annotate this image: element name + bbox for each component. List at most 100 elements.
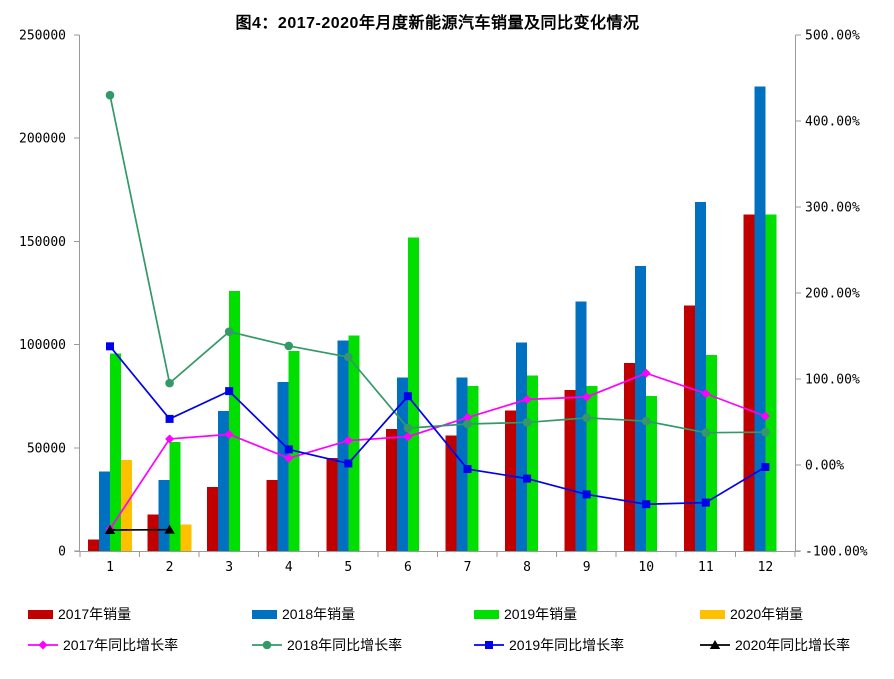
bar-sales-2017-m5 (326, 458, 338, 551)
point-growth-2019-m7 (463, 465, 472, 474)
bar-sales-2017-m12 (743, 214, 755, 551)
point-growth-2020-m1 (104, 525, 116, 535)
line-series-growth-2018 (105, 90, 770, 437)
bar-sales-2019-m11 (705, 354, 717, 551)
bar-sales-2018-m9 (575, 301, 587, 551)
bar-sales-2018-m1 (99, 471, 110, 551)
chart-title: 图4：2017-2020年月度新能源汽车销量及同比变化情况 (235, 15, 640, 32)
left-axis-tick-label: 50000 (27, 441, 66, 456)
bar-sales-2019-m1 (110, 353, 121, 551)
left-axis-tick-label: 100000 (19, 338, 66, 353)
bar-sales-2018-m12 (754, 86, 766, 551)
point-growth-2017-m5 (343, 436, 353, 446)
bar-sales-2017-m10 (624, 363, 636, 551)
point-growth-2018-m1 (105, 90, 115, 100)
left-axis-tick-label: 150000 (19, 235, 66, 250)
line-series-growth-2020 (104, 524, 175, 535)
x-axis-label: 2 (166, 560, 174, 575)
bar-sales-2019-m9 (586, 385, 598, 551)
right-axis-tick-label: 500.00% (805, 29, 860, 44)
bar-sales-2019-m5 (348, 335, 360, 551)
right-axis-tick-label: 300.00% (805, 201, 860, 216)
axes (74, 34, 801, 557)
line-growth-2018 (109, 95, 766, 434)
x-axis-label: 3 (225, 560, 233, 575)
x-axis-label: 8 (523, 560, 531, 575)
point-growth-2020-m2 (164, 524, 175, 534)
bar-series-sales-2020 (121, 460, 192, 551)
bar-sales-2019-m6 (407, 237, 419, 551)
point-growth-2019-m10 (642, 500, 651, 509)
bar-sales-2018-m4 (277, 381, 289, 551)
bar-sales-2018-m6 (396, 377, 408, 551)
bar-sales-2019-m10 (646, 396, 658, 551)
line-growth-2019 (109, 345, 766, 506)
point-growth-2018-m8 (522, 418, 532, 427)
left-axis-tick-label: 200000 (19, 132, 66, 147)
point-growth-2017-m3 (224, 429, 234, 439)
right-axis-tick-label: -100.00% (805, 545, 868, 560)
right-axis-tick-label: 400.00% (805, 115, 860, 130)
point-growth-2019-m11 (701, 498, 710, 507)
bar-sales-2017-m1 (88, 539, 99, 551)
bars (88, 86, 777, 551)
point-growth-2019-m9 (582, 490, 591, 499)
bar-sales-2018-m10 (635, 266, 647, 551)
right-axis-tick-label: 100.00% (805, 373, 860, 388)
point-growth-2018-m12 (761, 427, 770, 437)
point-growth-2019-m1 (106, 342, 114, 351)
point-growth-2017-m6 (403, 432, 413, 442)
x-axis-label: 1 (106, 560, 114, 575)
point-growth-2017-m7 (462, 413, 472, 423)
bar-sales-2017-m11 (683, 305, 695, 551)
point-growth-2019-m3 (225, 387, 234, 396)
point-growth-2018-m2 (165, 378, 174, 388)
point-growth-2018-m11 (701, 428, 711, 437)
point-growth-2019-m12 (761, 462, 770, 471)
bar-sales-2020-m2 (180, 524, 192, 551)
bar-sales-2019-m12 (765, 214, 777, 551)
bar-sales-2019-m2 (169, 441, 181, 551)
bar-sales-2019-m7 (467, 385, 479, 551)
point-growth-2017-m8 (522, 394, 532, 404)
point-growth-2017-m2 (165, 434, 175, 444)
bar-sales-2018-m2 (158, 479, 170, 551)
bar-series-sales-2017 (88, 214, 755, 551)
bar-sales-2020-m1 (121, 460, 132, 551)
bar-sales-2017-m7 (445, 435, 457, 551)
bar-sales-2017-m9 (564, 390, 576, 551)
right-axis-tick-label: 0.00% (805, 459, 844, 474)
bar-sales-2019-m3 (229, 290, 241, 551)
point-growth-2017-m11 (701, 389, 711, 399)
bar-sales-2017-m4 (266, 480, 278, 551)
point-growth-2018-m10 (641, 416, 651, 426)
point-growth-2019-m2 (165, 414, 174, 423)
left-axis-tick-label: 250000 (19, 29, 66, 44)
bar-series-sales-2018 (99, 86, 766, 551)
x-axis-label: 4 (285, 560, 293, 575)
bar-sales-2018-m5 (337, 340, 349, 551)
point-growth-2019-m5 (344, 459, 353, 468)
point-growth-2019-m8 (523, 474, 532, 483)
point-growth-2018-m5 (344, 352, 353, 362)
bar-sales-2017-m8 (505, 410, 517, 551)
point-growth-2017-m9 (582, 392, 592, 402)
bar-sales-2017-m2 (147, 514, 159, 551)
point-growth-2017-m12 (760, 411, 770, 421)
point-growth-2018-m9 (582, 413, 591, 423)
x-axis-label: 7 (464, 560, 472, 575)
bar-sales-2018-m8 (516, 342, 528, 551)
point-growth-2018-m4 (284, 341, 294, 351)
x-axis-label: 10 (638, 560, 654, 575)
line-growth-2017 (109, 372, 766, 530)
line-series-growth-2017 (105, 368, 770, 534)
point-growth-2018-m6 (403, 423, 413, 433)
line-series-growth-2019 (106, 342, 770, 509)
point-growth-2017-m10 (641, 368, 651, 378)
bar-sales-2018-m11 (694, 202, 706, 551)
bar-sales-2017-m6 (385, 429, 397, 551)
bar-sales-2017-m3 (207, 486, 219, 551)
point-growth-2018-m3 (224, 327, 234, 337)
